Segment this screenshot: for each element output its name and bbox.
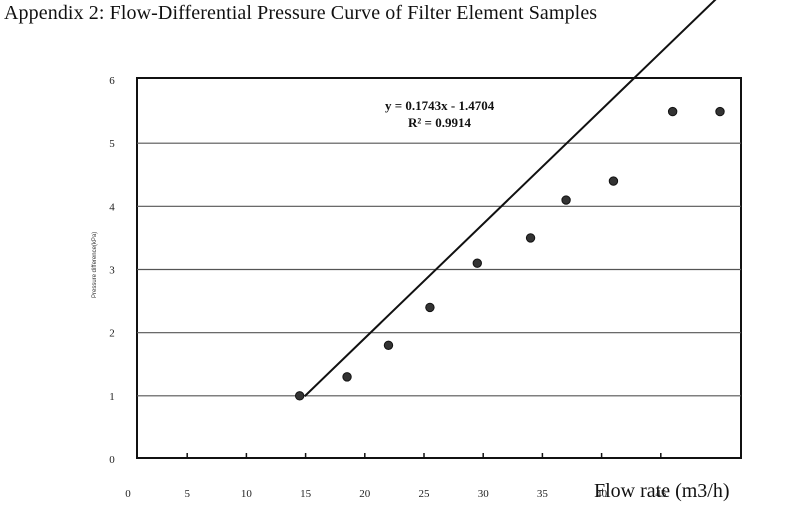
y-axis-label: Pressure difference(kPa) — [92, 232, 98, 298]
x-tick-label: 0 — [125, 488, 131, 500]
x-tick-label: 5 — [184, 488, 190, 500]
trendline — [303, 0, 717, 397]
x-tick-label: 20 — [359, 488, 371, 500]
data-point — [608, 176, 619, 186]
y-tick-label: 2 — [109, 328, 115, 340]
y-tick-label: 0 — [109, 454, 115, 466]
x-tick-label: 45 — [655, 488, 667, 500]
y-tick-label: 6 — [109, 75, 115, 87]
data-point — [425, 302, 435, 313]
data-point — [715, 106, 725, 117]
y-tick-label: 1 — [109, 391, 115, 403]
data-point — [525, 233, 536, 243]
page-heading: Appendix 2: Flow-Differential Pressure C… — [4, 2, 598, 24]
x-axis-ticks: 0 5 10 15 20 25 30 35 40 45 — [125, 453, 667, 500]
plot-frame — [136, 77, 742, 459]
data-point — [383, 340, 394, 350]
data-point — [472, 258, 482, 268]
data-point — [342, 372, 352, 382]
data-points — [294, 106, 725, 401]
r-squared-label: R² = 0.9914 — [408, 115, 471, 130]
x-tick-label: 30 — [478, 488, 490, 500]
data-point — [561, 195, 571, 205]
y-tick-label: 4 — [109, 201, 115, 213]
y-axis-ticks: 0 1 2 3 4 5 6 — [109, 75, 115, 466]
x-tick-label: 10 — [241, 488, 253, 500]
x-tick-label: 35 — [537, 488, 549, 500]
y-tick-label: 5 — [109, 138, 115, 150]
x-tick-label: 15 — [300, 488, 312, 500]
x-tick-label: 25 — [419, 488, 431, 500]
y-tick-label: 3 — [109, 265, 115, 277]
data-point — [294, 391, 305, 401]
x-axis-label: Flow rate (m3/h) — [594, 480, 730, 502]
x-tick-label: 40 — [596, 488, 608, 500]
gridlines — [137, 142, 741, 397]
data-point — [667, 106, 678, 117]
trendline-equation: y = 0.1743x - 1.4704 — [385, 98, 495, 113]
